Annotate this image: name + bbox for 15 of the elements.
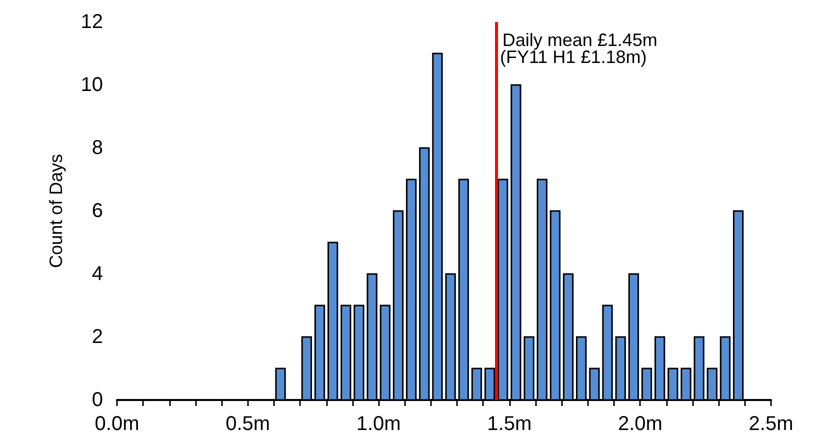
- y-tick-label: 10: [80, 74, 103, 96]
- y-axis-title: Count of Days: [46, 154, 66, 268]
- y-tick-label: 2: [92, 326, 103, 348]
- y-tick-label: 8: [92, 137, 103, 159]
- x-tick-label: 1.5m: [487, 413, 532, 435]
- y-tick-label: 6: [92, 200, 103, 222]
- x-tick-label: 0.5m: [226, 413, 270, 435]
- y-tick-label: 4: [92, 263, 103, 285]
- y-tick-label: 0: [92, 389, 103, 411]
- x-tick-label: 1.0m: [356, 413, 401, 435]
- y-tick-label: 12: [80, 11, 103, 33]
- x-tick-label: 2.5m: [748, 413, 794, 435]
- x-tick-label: 0.0m: [94, 413, 140, 435]
- ref-line-label: Daily mean £1.45m: [502, 30, 658, 50]
- x-tick-label: 2.0m: [618, 413, 662, 435]
